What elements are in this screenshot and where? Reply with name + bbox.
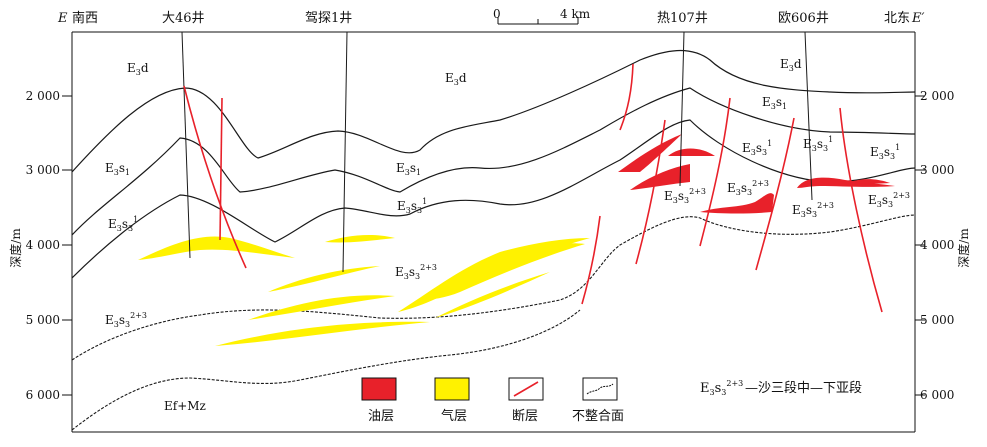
well-label-jiatan1: 驾探1井 xyxy=(305,11,352,26)
well-label-re107: 热107井 xyxy=(657,11,708,26)
section-frame xyxy=(71,31,916,433)
well-path-re107 xyxy=(679,32,685,187)
legend-gas-swatch xyxy=(434,377,470,401)
right-direction-label: 北东 xyxy=(884,11,910,26)
formation-label-es1: E3s1 xyxy=(105,161,130,177)
gas-layer-lens xyxy=(325,235,395,243)
left-depth-tick-4000: 4 000 xyxy=(26,238,60,252)
legend-unconformity-swatch xyxy=(582,377,618,401)
depth-axis-right: 2 000 3 000 4 000 5 000 6 000 深度/m xyxy=(915,89,971,402)
formation-label-es1: E3s1 xyxy=(762,95,787,111)
formation-label-es3-23: E3s32+3 xyxy=(792,201,834,219)
fault-line xyxy=(699,97,731,247)
well-path-da46 xyxy=(181,32,191,259)
left-depth-tick-6000: 6 000 xyxy=(26,388,60,402)
formation-labels: E3d E3d E3d E3s1 E3s1 E3s1 E3s31 E3s31 E… xyxy=(105,57,910,413)
oil-layer xyxy=(668,148,715,156)
scale-bar-end: 4 km xyxy=(560,7,591,21)
right-section-letter: E′ xyxy=(911,11,924,26)
horizon-ed-base xyxy=(72,49,915,173)
oil-reservoirs xyxy=(618,134,895,214)
left-direction-label: 南西 xyxy=(72,10,98,26)
well-label-ou606: 欧606井 xyxy=(778,11,829,26)
gas-layer-lens xyxy=(248,295,395,320)
fault-line xyxy=(635,119,666,265)
formation-label-ed: E3d xyxy=(445,71,467,87)
legend-oil-swatch xyxy=(361,377,397,401)
left-depth-tick-2000: 2 000 xyxy=(26,89,60,103)
legend-oil-label: 油层 xyxy=(368,409,394,424)
fault-line xyxy=(839,107,883,313)
formation-label-es3-23: E3s32+3 xyxy=(664,187,706,205)
formation-label-es1: E3s1 xyxy=(396,161,421,177)
gas-layer-lens xyxy=(215,321,430,346)
gas-layer-lens xyxy=(435,272,550,318)
oil-layer xyxy=(797,177,895,188)
right-depth-tick-6000: 6 000 xyxy=(920,388,954,402)
right-depth-tick-3000: 3 000 xyxy=(920,163,954,177)
gas-layer-lens xyxy=(268,266,380,292)
right-depth-tick-2000: 2 000 xyxy=(920,89,954,103)
oil-layer xyxy=(850,179,890,184)
fault-symbol-icon xyxy=(513,381,539,397)
formation-label-es3-1: E3s31 xyxy=(803,135,833,153)
scale-bar: 0 4 km xyxy=(493,7,591,25)
formation-label-ed: E3d xyxy=(780,57,802,73)
formation-label-es3-23: E3s32+3 xyxy=(868,191,910,209)
unconformity-upper xyxy=(72,214,915,361)
gas-layer-lens xyxy=(420,243,585,300)
left-depth-tick-5000: 5 000 xyxy=(26,313,60,327)
oil-layer xyxy=(618,134,682,172)
formation-label-es3-23: E3s32+3 xyxy=(105,311,147,329)
left-depth-tick-3000: 3 000 xyxy=(26,163,60,177)
legend: 油层 气层 断层 不整合面 E3s32+3 —沙三段中—下亚段 xyxy=(361,377,862,424)
formation-label-es3-23: E3s32+3 xyxy=(727,179,769,197)
formation-label-basement: Ef+Mz xyxy=(164,399,206,413)
gas-layer-lens xyxy=(138,236,295,260)
well-path-ou606 xyxy=(804,32,813,201)
formation-label-ed: E3d xyxy=(127,61,149,77)
faults xyxy=(183,63,883,313)
depth-axis-left: 2 000 3 000 4 000 5 000 6 000 深度/m xyxy=(8,89,72,402)
fault-line xyxy=(183,85,247,269)
unconformity-symbol-icon xyxy=(586,383,614,395)
well-label-da46: 大46井 xyxy=(162,11,205,26)
right-depth-axis-label: 深度/m xyxy=(956,228,971,268)
legend-note-text: —沙三段中—下亚段 xyxy=(745,381,862,396)
legend-unconformity-label: 不整合面 xyxy=(572,409,624,424)
fault-line xyxy=(581,215,601,305)
gas-reservoirs xyxy=(138,235,590,346)
wells-lines xyxy=(181,32,813,273)
formation-label-es3-1: E3s31 xyxy=(742,139,772,157)
left-section-letter: E xyxy=(57,11,68,26)
legend-fault-label: 断层 xyxy=(512,409,538,424)
right-depth-tick-5000: 5 000 xyxy=(920,313,954,327)
legend-gas-label: 气层 xyxy=(441,408,467,424)
well-path-jiatan1 xyxy=(342,32,348,273)
fault-line xyxy=(755,117,795,271)
formation-label-es3-1: E3s31 xyxy=(397,197,427,215)
left-depth-axis-label: 深度/m xyxy=(8,228,23,268)
oil-layer xyxy=(630,164,690,190)
oil-layer xyxy=(700,193,774,214)
fault-line xyxy=(619,63,634,131)
horizon-es3-1-base xyxy=(72,119,915,279)
fault-line xyxy=(219,97,223,241)
legend-note-symbol: E3s32+3 xyxy=(700,379,743,397)
formation-label-es3-23: E3s32+3 xyxy=(395,263,437,281)
horizon-es1-base xyxy=(72,87,915,236)
formation-label-es3-1: E3s31 xyxy=(870,143,900,161)
right-depth-tick-4000: 4 000 xyxy=(920,238,954,252)
scale-bar-start: 0 xyxy=(493,7,501,21)
